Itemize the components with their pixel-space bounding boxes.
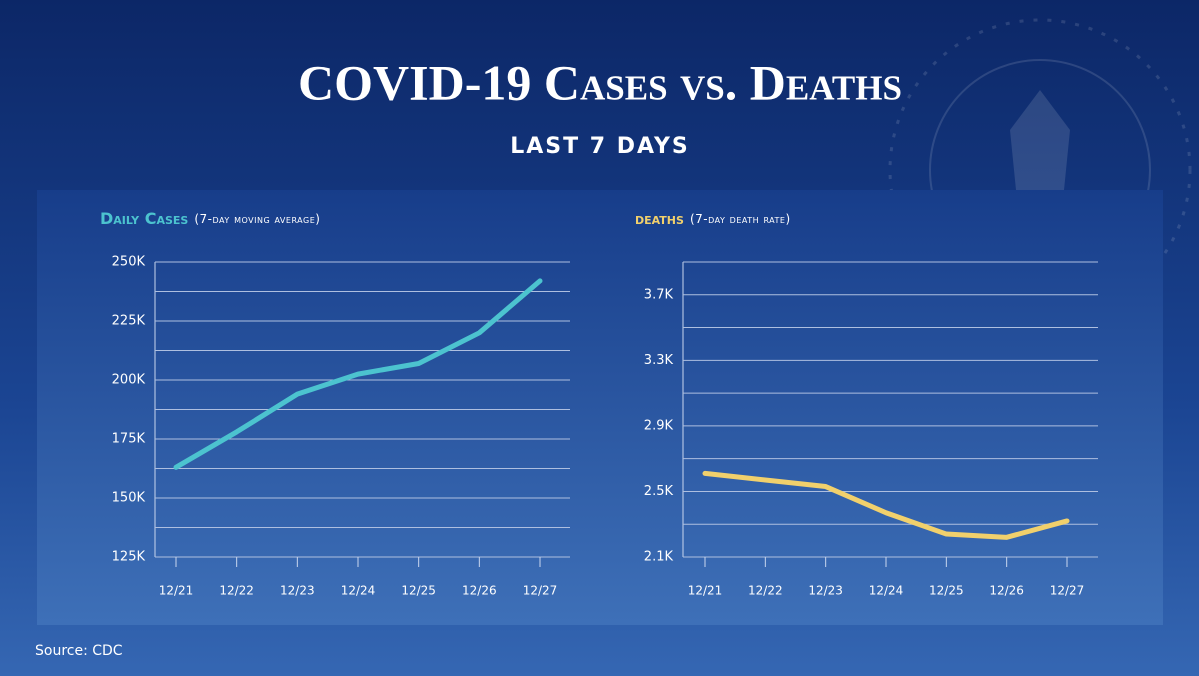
y-tick-label: 175K xyxy=(112,432,146,447)
x-tick-label: 12/26 xyxy=(462,584,497,598)
chart-title-main: Daily Cases xyxy=(100,209,188,228)
chart-title: Daily Cases (7-day moving average) xyxy=(100,209,320,228)
y-tick-label: 125K xyxy=(112,550,146,565)
y-tick-label: 2.1K xyxy=(644,550,674,565)
x-tick-label: 12/27 xyxy=(523,584,558,598)
x-tick-label: 12/24 xyxy=(341,584,376,598)
page-title: COVID-19 Cases vs. Deaths xyxy=(298,54,902,110)
chart-title-sub: (7-day moving average) xyxy=(194,212,320,226)
y-tick-label: 3.7K xyxy=(644,287,674,302)
chart-title-sub: (7-day death rate) xyxy=(690,212,791,226)
y-tick-label: 3.3K xyxy=(644,353,674,368)
x-tick-label: 12/22 xyxy=(219,584,254,598)
x-tick-label: 12/25 xyxy=(929,584,964,598)
x-tick-label: 12/21 xyxy=(688,584,723,598)
line xyxy=(173,278,543,470)
y-tick-label: 250K xyxy=(112,255,146,270)
y-tick-label: 2.9K xyxy=(644,418,674,433)
y-tick-label: 2.5K xyxy=(644,484,674,499)
panel xyxy=(37,190,1163,625)
line xyxy=(702,470,1070,540)
x-tick-label: 12/23 xyxy=(808,584,843,598)
y-tick-label: 150K xyxy=(112,491,146,506)
x-tick-label: 12/26 xyxy=(989,584,1024,598)
x-tick-label: 12/24 xyxy=(869,584,904,598)
y-tick-label: 225K xyxy=(112,314,146,329)
x-tick-label: 12/25 xyxy=(401,584,436,598)
source: Source: CDC xyxy=(35,643,123,659)
chart-title-main: deaths xyxy=(635,209,684,228)
x-tick-label: 12/27 xyxy=(1050,584,1085,598)
y-tick-label: 200K xyxy=(112,373,146,388)
x-tick-label: 12/21 xyxy=(159,584,194,598)
x-tick-label: 12/22 xyxy=(748,584,783,598)
x-tick-label: 12/23 xyxy=(280,584,315,598)
page-subtitle: LAST 7 DAYS xyxy=(510,134,689,159)
chart-title: deaths (7-day death rate) xyxy=(635,209,791,228)
